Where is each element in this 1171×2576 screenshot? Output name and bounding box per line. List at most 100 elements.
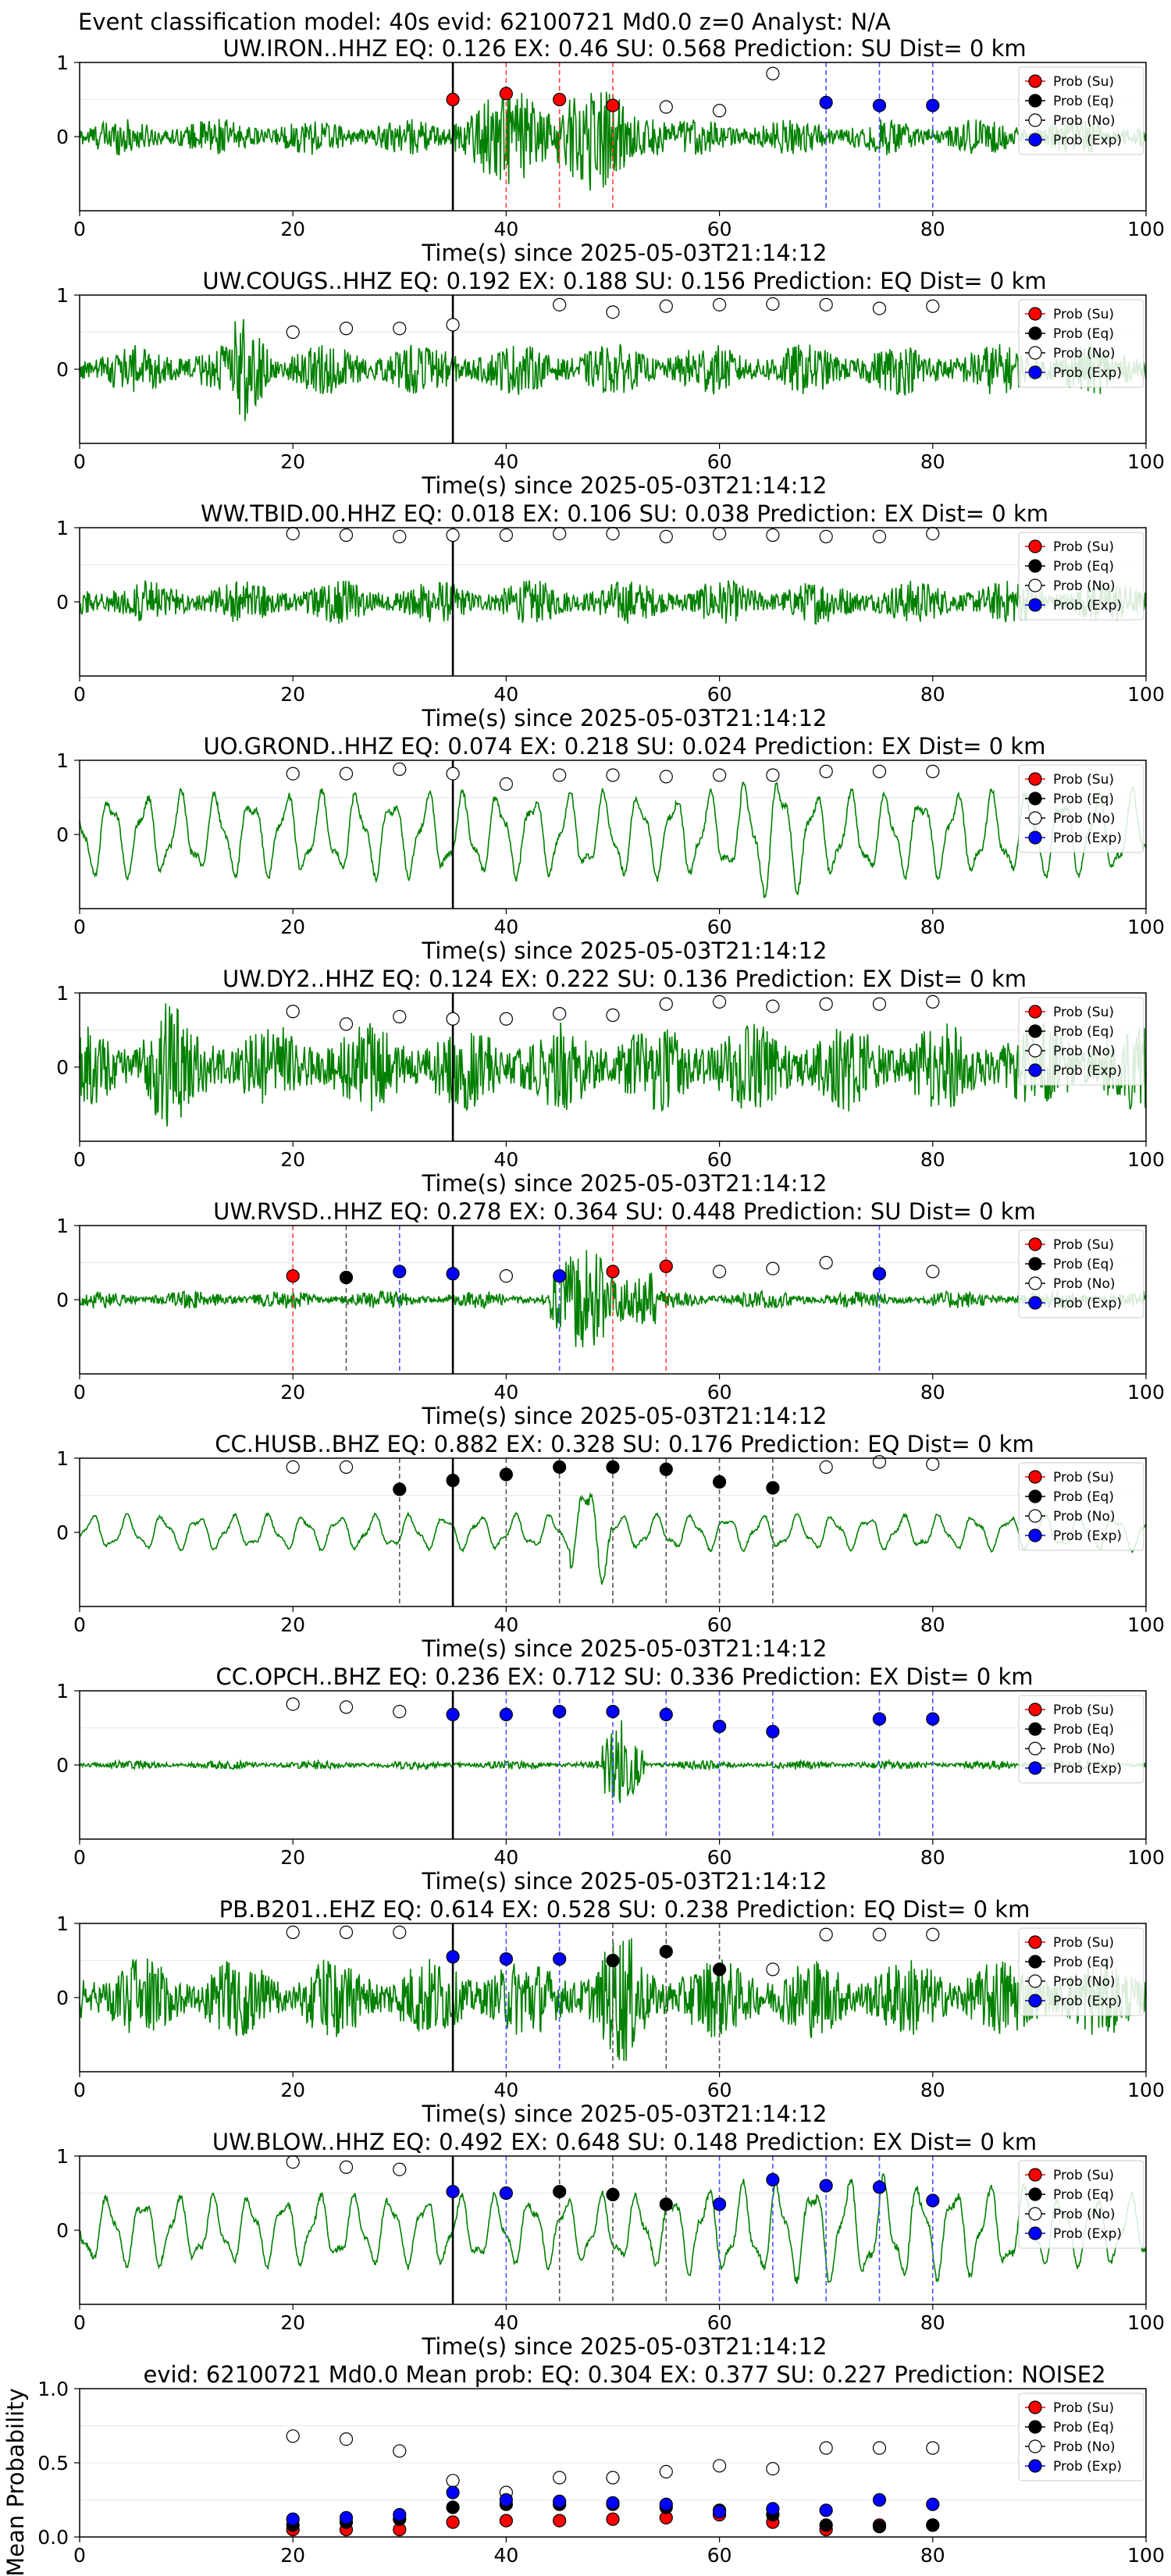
x-axis-label: Time(s) since 2025-05-03T21:14:12 (422, 705, 828, 731)
prob-marker-eq (499, 1468, 514, 1482)
x-tick-label: 0 (73, 1381, 86, 1404)
legend-label-eq: Prob (Eq) (1053, 1955, 1114, 1970)
legend-marker-exp (1028, 1761, 1042, 1775)
legend-marker-su (1028, 307, 1042, 321)
mean-marker-no (446, 2474, 460, 2488)
x-tick-label: 0 (73, 218, 86, 240)
prob-marker-no (393, 1009, 407, 1024)
y-tick-label: 0 (56, 1754, 69, 1777)
x-axis-label: Time(s) since 2025-05-03T21:14:12 (422, 1170, 828, 1197)
prob-marker-no (286, 1697, 300, 1711)
panel-UW.DY2..HHZ: UW.DY2..HHZ EQ: 0.124 EX: 0.222 SU: 0.13… (56, 966, 1165, 1197)
x-tick-label: 20 (280, 683, 305, 706)
mean-marker-exp (872, 2492, 887, 2507)
prob-marker-exp (872, 98, 887, 112)
x-tick-label: 100 (1127, 2079, 1165, 2101)
legend-label-exp: Prob (Exp) (1053, 1063, 1122, 1079)
prob-marker-no (606, 768, 620, 782)
x-tick-label: 40 (493, 1614, 518, 1636)
waveform-trace (79, 1720, 1147, 1803)
x-tick-label: 20 (280, 2544, 305, 2567)
legend-label-eq: Prob (Eq) (1053, 559, 1114, 575)
x-tick-label: 80 (920, 450, 945, 473)
y-axis-label: Mean Probability (2, 2388, 29, 2576)
x-axis-label: Time(s) since 2025-05-03T21:14:12 (422, 2101, 828, 2127)
mean-marker-eq (872, 2520, 887, 2534)
y-tick-label: 1 (56, 284, 69, 307)
legend-marker-exp (1028, 2459, 1042, 2473)
x-axis-label: Time(s) since 2025-05-03T21:14:12 (422, 1635, 828, 1662)
legend-label-exp: Prob (Exp) (1053, 831, 1122, 846)
legend-label-eq: Prob (Eq) (1053, 1722, 1114, 1738)
x-tick-label: 80 (920, 1846, 945, 1869)
y-tick-label: 1 (56, 2145, 69, 2168)
prob-marker-no (926, 764, 940, 778)
panel-title: CC.HUSB..BHZ EQ: 0.882 EX: 0.328 SU: 0.1… (215, 1431, 1034, 1457)
legend-marker-su (1028, 1935, 1042, 1949)
panel-UW.COUGS..HHZ: UW.COUGS..HHZ EQ: 0.192 EX: 0.188 SU: 0.… (56, 268, 1165, 499)
prob-marker-exp (499, 1707, 514, 1721)
mean-marker-exp (286, 2512, 300, 2526)
prob-marker-no (339, 767, 354, 781)
legend-marker-exp (1028, 1063, 1042, 1077)
panel-UW.RVSD..HHZ: UW.RVSD..HHZ EQ: 0.278 EX: 0.364 SU: 0.4… (56, 1198, 1165, 1429)
panel-mean: evid: 62100721 Md0.0 Mean prob: EQ: 0.30… (2, 2361, 1165, 2576)
panel-UW.IRON..HHZ: UW.IRON..HHZ EQ: 0.126 EX: 0.46 SU: 0.56… (56, 35, 1165, 266)
prob-marker-no (286, 1005, 300, 1019)
legend-marker-eq (1028, 1955, 1042, 1969)
y-tick-label: 1 (56, 1447, 69, 1470)
y-tick-label: 0 (56, 1056, 69, 1079)
prob-marker-no (819, 529, 833, 544)
prob-marker-eq (766, 1481, 780, 1495)
prob-marker-no (499, 1012, 514, 1026)
legend-label-no: Prob (No) (1053, 1276, 1116, 1292)
panel-title: UW.DY2..HHZ EQ: 0.124 EX: 0.222 SU: 0.13… (222, 966, 1027, 992)
legend-label-no: Prob (No) (1053, 811, 1116, 827)
legend-marker-no (1028, 2439, 1042, 2453)
prob-marker-no (766, 768, 780, 782)
x-tick-label: 60 (707, 218, 732, 240)
legend-label-su: Prob (Su) (1053, 1237, 1114, 1253)
legend-box (1018, 2393, 1144, 2482)
mean-marker-eq (446, 2500, 460, 2514)
prob-marker-su (606, 98, 620, 112)
legend-label-su: Prob (Su) (1053, 307, 1114, 322)
legend-box (1018, 532, 1144, 621)
prob-marker-no (606, 305, 620, 319)
prob-marker-eq (339, 1270, 354, 1285)
x-tick-label: 100 (1127, 1381, 1165, 1404)
mean-marker-exp (339, 2510, 354, 2524)
panel-title: PB.B201..EHZ EQ: 0.614 EX: 0.528 SU: 0.2… (219, 1896, 1030, 1923)
prob-marker-no (339, 1700, 354, 1714)
panel-PB.B201..EHZ: PB.B201..EHZ EQ: 0.614 EX: 0.528 SU: 0.2… (56, 1896, 1165, 2127)
legend-marker-eq (1028, 1257, 1042, 1271)
legend-marker-su (1028, 1703, 1042, 1717)
y-tick-label: 0.0 (37, 2526, 69, 2549)
legend-label-eq: Prob (Eq) (1053, 1257, 1114, 1272)
prob-marker-no (499, 1268, 514, 1283)
legend-marker-eq (1028, 2187, 1042, 2201)
prob-marker-no (339, 1460, 354, 1475)
prob-marker-no (339, 528, 354, 543)
prob-marker-no (712, 104, 727, 118)
legend-marker-no (1028, 1509, 1042, 1523)
x-tick-label: 80 (920, 683, 945, 706)
x-tick-label: 100 (1127, 916, 1165, 938)
x-tick-label: 60 (707, 1614, 732, 1636)
legend-label-su: Prob (Su) (1053, 772, 1114, 788)
legend-label-no: Prob (No) (1053, 2439, 1116, 2455)
prob-marker-su (606, 1265, 620, 1279)
prob-marker-no (926, 1265, 940, 1279)
y-tick-label: 1 (56, 1912, 69, 1935)
prob-marker-no (446, 767, 460, 781)
x-axis-label: Time(s) since 2025-05-03T21:14:12 (422, 240, 828, 266)
legend-label-su: Prob (Su) (1053, 2168, 1114, 2183)
legend-marker-exp (1028, 1994, 1042, 2008)
x-axis-label: Time(s) since 2025-05-03T21:14:12 (422, 472, 828, 499)
legend-marker-su (1028, 2400, 1042, 2414)
prob-marker-exp (446, 1267, 460, 1281)
prob-marker-no (819, 997, 833, 1011)
x-tick-label: 20 (280, 1614, 305, 1636)
prob-marker-exp (553, 1268, 567, 1283)
legend-label-eq: Prob (Eq) (1053, 1024, 1114, 1040)
